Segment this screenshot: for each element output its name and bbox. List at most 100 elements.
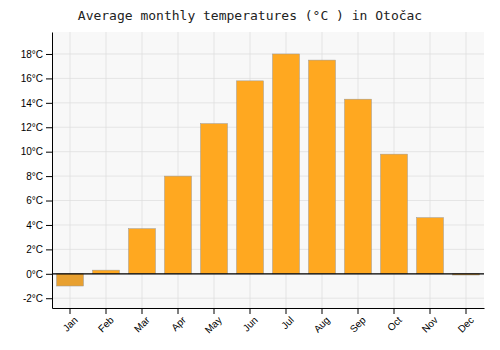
x-tick: Sep xyxy=(348,308,369,335)
x-tick-label: Mar xyxy=(132,314,152,334)
chart: Average monthly temperatures (°C ) in Ot… xyxy=(0,0,500,350)
y-tick: 10°C xyxy=(21,146,52,157)
x-axis: Jan Feb Mar Apr May Jun Jul Aug Sep Oct Nov Dec xyxy=(53,308,485,336)
x-tick-label: Aug xyxy=(312,314,332,334)
y-tick: 18°C xyxy=(21,49,52,60)
x-tick-mark xyxy=(106,308,107,314)
y-tick-label: 12°C xyxy=(21,122,43,133)
x-tick-mark xyxy=(70,308,71,314)
x-tick-label: Dec xyxy=(456,314,476,334)
bar xyxy=(201,124,228,274)
grid-line xyxy=(52,127,484,128)
x-tick: Feb xyxy=(96,308,116,334)
x-tick: Jun xyxy=(241,308,260,334)
y-tick: -2°C xyxy=(23,293,52,304)
x-tick: Jan xyxy=(61,308,80,334)
x-tick-mark xyxy=(250,308,251,314)
grid-line xyxy=(52,151,484,152)
x-tick-mark xyxy=(466,308,467,314)
y-tick-mark xyxy=(46,249,52,250)
y-axis-line xyxy=(52,33,53,309)
y-tick-label: 14°C xyxy=(21,98,43,109)
grid xyxy=(52,32,484,308)
x-tick-mark xyxy=(394,308,395,314)
x-tick-mark xyxy=(214,308,215,314)
grid-line xyxy=(70,32,71,308)
x-tick: Apr xyxy=(169,308,188,333)
x-tick: Jul xyxy=(279,308,296,331)
y-tick-label: -2°C xyxy=(23,293,43,304)
x-tick: Dec xyxy=(456,308,476,335)
y-tick: 16°C xyxy=(21,73,52,84)
bar xyxy=(417,218,444,274)
y-tick-mark xyxy=(46,152,52,153)
bar xyxy=(165,176,192,274)
x-axis-line xyxy=(53,308,485,309)
x-tick-mark xyxy=(430,308,431,314)
y-tick-mark xyxy=(46,54,52,55)
y-tick-mark xyxy=(46,225,52,226)
bar xyxy=(273,54,300,274)
x-tick-mark xyxy=(142,308,143,314)
x-tick: May xyxy=(203,308,224,336)
grid-line xyxy=(52,102,484,103)
y-tick-mark xyxy=(46,103,52,104)
y-tick: 8°C xyxy=(26,171,52,182)
x-tick-mark xyxy=(286,308,287,314)
plot-background xyxy=(52,32,484,308)
bar xyxy=(57,274,84,286)
plot: Jan Feb Mar Apr May Jun Jul Aug Sep Oct Nov Dec -2°C… xyxy=(21,32,485,336)
x-tick: Nov xyxy=(420,308,440,335)
y-tick-mark xyxy=(46,274,52,275)
x-tick-label: Jul xyxy=(279,314,296,331)
grid-line xyxy=(52,273,484,274)
x-tick: Aug xyxy=(312,308,332,335)
y-tick-mark xyxy=(46,201,52,202)
x-tick-mark xyxy=(358,308,359,314)
grid-line xyxy=(466,32,467,308)
x-tick-label: Sep xyxy=(348,314,369,335)
y-tick-mark xyxy=(46,78,52,79)
grid-line xyxy=(52,53,484,54)
y-tick: 4°C xyxy=(26,220,52,231)
y-tick-mark xyxy=(46,176,52,177)
grid-line xyxy=(52,78,484,79)
x-tick-label: Nov xyxy=(420,314,440,334)
title: Average monthly temperatures (°C ) in Ot… xyxy=(78,8,422,23)
x-tick-mark xyxy=(322,308,323,314)
grid-line xyxy=(52,200,484,201)
x-tick-label: May xyxy=(203,314,224,335)
y-axis: -2°C 0°C 2°C 4°C 6°C 8°C 10°C 12°C 14°C 16°C 18°C xyxy=(21,33,53,309)
y-tick-label: 16°C xyxy=(21,73,43,84)
y-tick: 12°C xyxy=(21,122,52,133)
y-tick-label: 8°C xyxy=(26,171,43,182)
y-tick-label: 2°C xyxy=(26,244,43,255)
y-tick: 0°C xyxy=(26,269,52,280)
y-tick-label: 6°C xyxy=(26,195,43,206)
x-tick-label: Jan xyxy=(61,314,80,333)
x-tick: Mar xyxy=(132,308,152,334)
bar xyxy=(309,60,336,274)
bar xyxy=(129,229,156,274)
y-tick: 6°C xyxy=(26,195,52,206)
x-tick-label: Oct xyxy=(385,314,404,333)
zero-line xyxy=(52,273,484,274)
y-tick-label: 10°C xyxy=(21,146,43,157)
y-tick-label: 4°C xyxy=(26,220,43,231)
bar xyxy=(381,154,408,274)
x-tick-label: Feb xyxy=(96,314,116,334)
x-tick-mark xyxy=(178,308,179,314)
y-tick-mark xyxy=(46,127,52,128)
grid-line xyxy=(52,298,484,299)
y-tick-label: 18°C xyxy=(21,49,43,60)
y-tick-mark xyxy=(46,298,52,299)
x-tick-label: Jun xyxy=(241,314,260,333)
bars xyxy=(52,54,484,286)
y-tick: 2°C xyxy=(26,244,52,255)
x-tick-label: Apr xyxy=(169,314,188,333)
bar xyxy=(345,99,372,274)
grid-line xyxy=(52,176,484,177)
bar xyxy=(237,81,264,274)
x-tick: Oct xyxy=(385,308,404,333)
y-tick-label: 0°C xyxy=(26,269,43,280)
